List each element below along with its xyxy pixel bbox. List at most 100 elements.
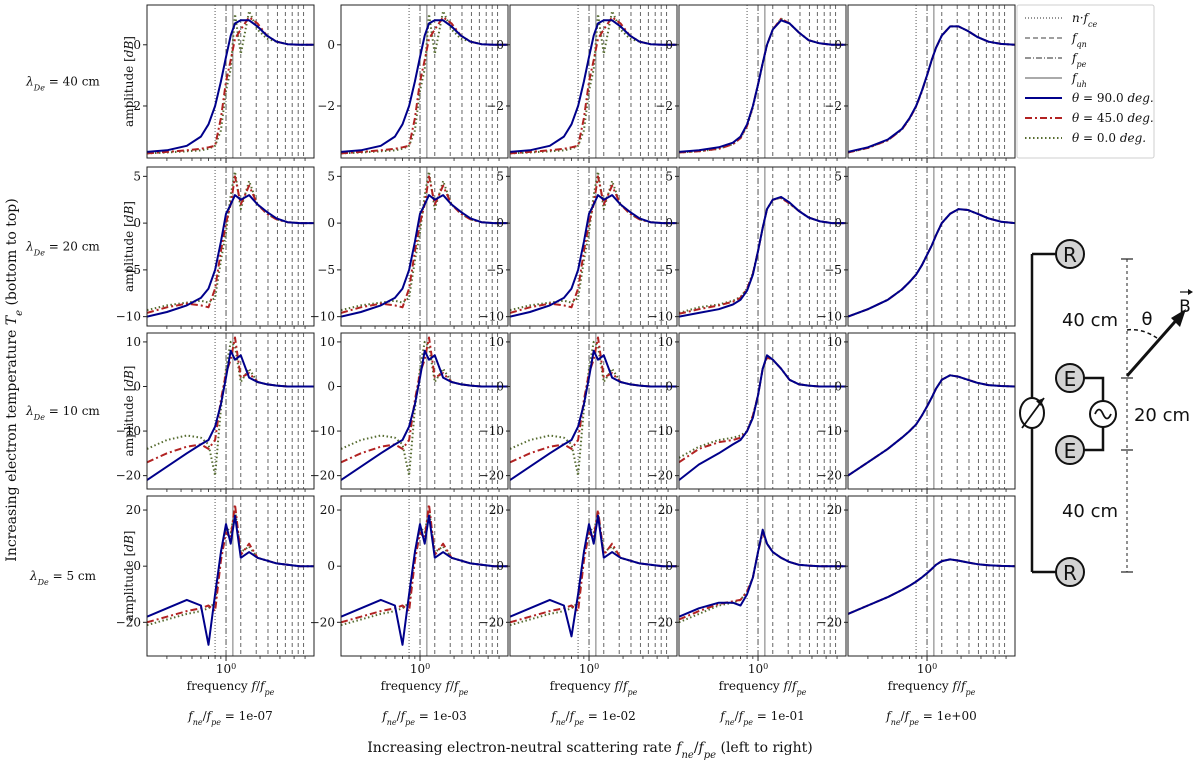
series-group [341, 503, 508, 646]
subplot-r2-c2: −20 −10 0 10 [479, 332, 678, 494]
series-group [848, 25, 1015, 154]
y-tick-label: −10 [479, 424, 504, 438]
series-line-s0 [848, 208, 1015, 318]
series-line-s90 [679, 195, 846, 318]
x-axis-label: frequency f/fpe [550, 679, 638, 697]
subplot-r3-c2: 100 frequency f/fpe −20 0 20 [479, 495, 678, 697]
y-tick-label: 10 [489, 335, 504, 349]
axes-frame [509, 166, 678, 327]
legend-label-ce: n·fce [1072, 11, 1097, 29]
y-tick-label: −10 [817, 424, 842, 438]
marker-lines [746, 333, 837, 489]
axes-frame [678, 166, 847, 327]
axes-frame [340, 166, 509, 327]
y-tick-label: 0 [834, 559, 842, 573]
series-line-s90 [341, 349, 508, 481]
distance-top: 40 cm [1062, 310, 1118, 331]
series-group [341, 10, 508, 155]
series-group [147, 503, 314, 646]
series-line-s90 [510, 349, 677, 481]
y-tick-label: −5 [655, 263, 673, 277]
column-labels: fne/fpe = 1e-07 fne/fpe = 1e-03 fne/fpe = … [187, 709, 976, 727]
axes-frame [146, 332, 315, 490]
receiver-top-label: R [1063, 243, 1077, 267]
subplot-r0-c4: −2 0 [824, 4, 1016, 163]
y-tick-label: −2 [486, 99, 504, 113]
series-line-s90 [848, 374, 1015, 477]
series-line-s0 [848, 558, 1015, 615]
subplot-r1-c1: −10 −5 0 5 [310, 166, 509, 331]
y-axis-label: amplitude [dB] [122, 201, 136, 292]
y-tick-label: 0 [834, 38, 842, 52]
y-tick-label: −5 [123, 263, 141, 277]
marker-lines [577, 333, 668, 489]
y-tick-label: −10 [479, 310, 504, 324]
axes-frame [847, 166, 1016, 327]
y-tick-label: −10 [648, 310, 673, 324]
subplot-r2-c0: −20 −10 0 10 amplitude [dB] [116, 332, 315, 494]
series-group [510, 10, 677, 155]
y-axis-label: amplitude [dB] [122, 531, 136, 622]
series-line-s45 [848, 558, 1015, 615]
y-tick-label: −10 [116, 310, 141, 324]
legend-series-label-s45: θ = 45.0 deg. [1072, 111, 1154, 125]
y-tick-label: −20 [479, 615, 504, 629]
series-line-s90 [510, 19, 677, 153]
row-label-5: λDe = 5 cm [29, 569, 97, 587]
row-label-40: λDe = 40 cm [25, 75, 100, 93]
series-group [341, 170, 508, 318]
y-tick-label: 0 [327, 559, 335, 573]
antenna-schematic: R R E E 40 cm 20 cm 40 cm θ [1019, 239, 1193, 587]
series-line-s45 [679, 356, 846, 464]
field-vector-tip [1188, 289, 1193, 295]
y-tick-label: 5 [834, 169, 842, 183]
series-line-s45 [147, 175, 314, 314]
column-label-4: fne/fpe = 1e+00 [885, 709, 976, 727]
axes-frame [340, 495, 509, 657]
series-line-s0 [679, 17, 846, 154]
series-line-s0 [510, 10, 677, 155]
y-tick-label: 0 [496, 559, 504, 573]
series-line-s0 [679, 196, 846, 314]
subplot-r3-c4: 100 frequency f/fpe −20 0 20 [817, 495, 1016, 697]
y-tick-label: 20 [320, 503, 335, 517]
series-line-s90 [848, 25, 1015, 153]
y-tick-label: 10 [827, 335, 842, 349]
y-tick-label: 0 [496, 379, 504, 393]
subplot-r0-c3: −2 0 [655, 4, 847, 163]
series-line-s45 [341, 503, 508, 624]
row-label-20: λDe = 20 cm [25, 240, 100, 258]
marker-lines [214, 496, 305, 656]
subplot-r2-c1: −20 −10 0 10 [310, 332, 509, 494]
x-tick-label: 100 [579, 662, 599, 677]
series-group [848, 374, 1015, 477]
subplot-r1-c0: −10 −5 0 5 amplitude [dB] [116, 166, 315, 331]
series-group [679, 195, 846, 318]
subplot-r1-c3: −10 −5 0 5 [648, 166, 847, 331]
emitter-top-label: E [1064, 367, 1077, 391]
series-line-s0 [848, 374, 1015, 477]
x-tick-label: 100 [216, 662, 236, 677]
axes-frame [678, 4, 847, 159]
y-tick-label: 0 [834, 216, 842, 230]
y-tick-label: −2 [123, 99, 141, 113]
b-field-arrow [1125, 315, 1182, 377]
y-tick-label: 10 [320, 335, 335, 349]
series-line-s45 [848, 208, 1015, 318]
x-axis-label: frequency f/fpe [381, 679, 469, 697]
angle-label: θ [1141, 309, 1152, 330]
series-group [147, 336, 314, 481]
column-label-0: fne/fpe = 1e-07 [187, 709, 272, 727]
y-tick-label: −5 [317, 263, 335, 277]
axes-frame [678, 332, 847, 490]
y-tick-label: 20 [658, 503, 673, 517]
y-tick-label: 0 [665, 38, 673, 52]
legend-label-pe: fpe [1071, 51, 1087, 69]
series-line-s0 [147, 170, 314, 312]
series-group [679, 17, 846, 154]
series-line-s90 [341, 19, 508, 153]
axes-frame [678, 495, 847, 657]
